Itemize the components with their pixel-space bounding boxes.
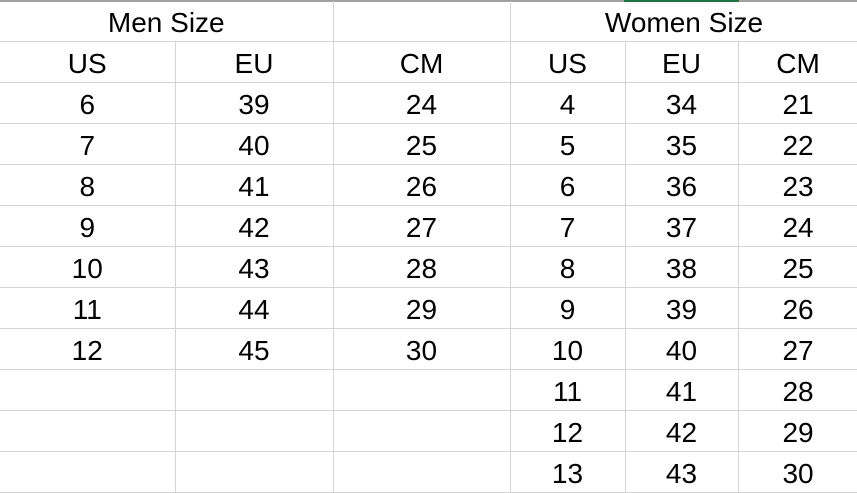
men-us-cell[interactable]: 7 [0, 123, 176, 165]
men-eu-cell[interactable]: 43 [174, 246, 334, 288]
table-row: 10 43 28 8 38 25 [0, 246, 857, 288]
table-row: 8 41 26 6 36 23 [0, 164, 857, 206]
women-eu-cell[interactable]: 37 [624, 205, 739, 247]
men-us-cell[interactable]: 12 [0, 328, 176, 370]
men-us-header[interactable]: US [0, 41, 176, 83]
men-us-cell[interactable] [0, 451, 176, 493]
men-us-cell[interactable]: 11 [0, 287, 176, 329]
women-size-header[interactable]: Women Size [509, 1, 857, 42]
women-eu-cell[interactable]: 39 [624, 287, 739, 329]
men-eu-cell[interactable]: 40 [174, 123, 334, 165]
women-eu-cell[interactable]: 40 [624, 328, 739, 370]
women-us-cell[interactable]: 12 [509, 410, 626, 452]
women-cm-header[interactable]: CM [737, 41, 857, 83]
women-us-cell[interactable]: 11 [509, 369, 626, 411]
men-cm-cell[interactable]: 29 [332, 287, 511, 329]
table-row: 11 41 28 [0, 369, 857, 411]
table-row: 12 45 30 10 40 27 [0, 328, 857, 370]
women-cm-cell[interactable]: 29 [737, 410, 857, 452]
women-cm-cell[interactable]: 24 [737, 205, 857, 247]
table-row: 12 42 29 [0, 410, 857, 452]
men-eu-cell[interactable]: 45 [174, 328, 334, 370]
empty-cell[interactable] [332, 1, 511, 42]
women-eu-cell[interactable]: 36 [624, 164, 739, 206]
women-cm-cell[interactable]: 28 [737, 369, 857, 411]
men-cm-cell[interactable]: 28 [332, 246, 511, 288]
title-row: Men Size Women Size [0, 1, 857, 42]
women-eu-cell[interactable]: 43 [624, 451, 739, 493]
men-size-header[interactable]: Men Size [0, 1, 334, 42]
men-us-cell[interactable]: 6 [0, 82, 176, 124]
women-cm-cell[interactable]: 30 [737, 451, 857, 493]
women-us-cell[interactable]: 4 [509, 82, 626, 124]
table-row: 7 40 25 5 35 22 [0, 123, 857, 165]
women-cm-cell[interactable]: 25 [737, 246, 857, 288]
women-us-cell[interactable]: 7 [509, 205, 626, 247]
women-us-cell[interactable]: 10 [509, 328, 626, 370]
women-eu-cell[interactable]: 38 [624, 246, 739, 288]
women-us-cell[interactable]: 6 [509, 164, 626, 206]
table-row: 9 42 27 7 37 24 [0, 205, 857, 247]
men-eu-cell[interactable]: 42 [174, 205, 334, 247]
women-eu-cell[interactable]: 41 [624, 369, 739, 411]
women-eu-cell[interactable]: 34 [624, 82, 739, 124]
men-cm-cell[interactable]: 27 [332, 205, 511, 247]
women-cm-cell[interactable]: 23 [737, 164, 857, 206]
men-eu-cell[interactable]: 44 [174, 287, 334, 329]
women-eu-cell[interactable]: 35 [624, 123, 739, 165]
men-cm-cell[interactable] [332, 451, 511, 493]
table-row: 11 44 29 9 39 26 [0, 287, 857, 329]
men-cm-cell[interactable] [332, 410, 511, 452]
women-cm-cell[interactable]: 26 [737, 287, 857, 329]
men-eu-cell[interactable]: 41 [174, 164, 334, 206]
men-us-cell[interactable] [0, 410, 176, 452]
men-us-cell[interactable]: 8 [0, 164, 176, 206]
table-row: 13 43 30 [0, 451, 857, 493]
column-header-row: US EU CM US EU CM [0, 41, 857, 83]
men-us-cell[interactable] [0, 369, 176, 411]
men-cm-header[interactable]: CM [332, 41, 511, 83]
men-cm-cell[interactable]: 24 [332, 82, 511, 124]
men-eu-cell[interactable] [174, 451, 334, 493]
men-eu-cell[interactable] [174, 410, 334, 452]
table-row: 6 39 24 4 34 21 [0, 82, 857, 124]
women-us-cell[interactable]: 13 [509, 451, 626, 493]
women-eu-header[interactable]: EU [624, 41, 739, 83]
women-cm-cell[interactable]: 21 [737, 82, 857, 124]
men-us-cell[interactable]: 10 [0, 246, 176, 288]
men-cm-cell[interactable] [332, 369, 511, 411]
women-us-header[interactable]: US [509, 41, 626, 83]
men-eu-header[interactable]: EU [174, 41, 334, 83]
men-eu-cell[interactable]: 39 [174, 82, 334, 124]
women-us-cell[interactable]: 8 [509, 246, 626, 288]
men-us-cell[interactable]: 9 [0, 205, 176, 247]
women-us-cell[interactable]: 5 [509, 123, 626, 165]
men-cm-cell[interactable]: 26 [332, 164, 511, 206]
women-us-cell[interactable]: 9 [509, 287, 626, 329]
women-eu-cell[interactable]: 42 [624, 410, 739, 452]
men-cm-cell[interactable]: 30 [332, 328, 511, 370]
women-cm-cell[interactable]: 27 [737, 328, 857, 370]
women-cm-cell[interactable]: 22 [737, 123, 857, 165]
men-eu-cell[interactable] [174, 369, 334, 411]
men-cm-cell[interactable]: 25 [332, 123, 511, 165]
